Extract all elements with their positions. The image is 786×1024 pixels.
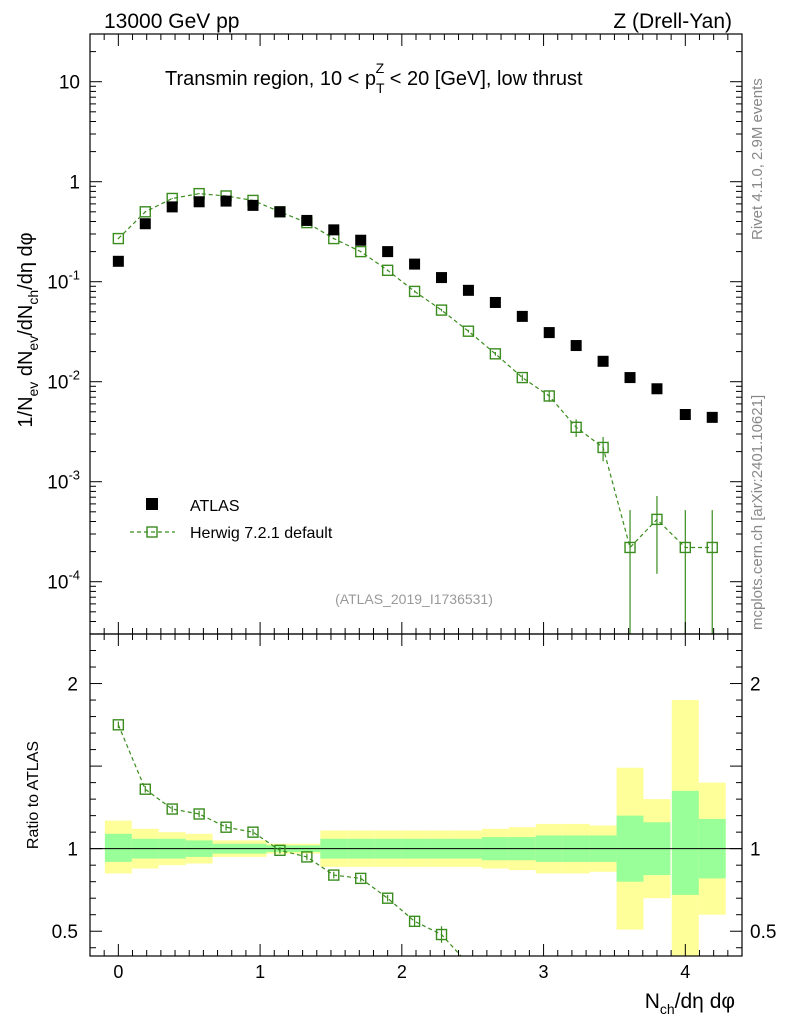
legend-herwig-label: Herwig 7.2.1 default bbox=[190, 525, 333, 542]
atlas-point bbox=[355, 234, 367, 246]
ratio-y-label: Ratio to ATLAS bbox=[25, 741, 42, 849]
herwig-point bbox=[651, 513, 663, 526]
herwig-point bbox=[624, 541, 636, 554]
ratio-herwig-point bbox=[247, 826, 259, 838]
ratio-tick-label-right: 2 bbox=[750, 675, 761, 696]
herwig-point bbox=[139, 206, 151, 218]
title-part-2: < 20 [GeV], low thrust bbox=[384, 68, 583, 90]
title-part-1: Transmin region, 10 < p bbox=[165, 68, 376, 90]
ratio-stat-band bbox=[671, 790, 699, 895]
atlas-point bbox=[489, 296, 501, 308]
y-axis-label: 1/Nev dNev/dNch/dη dφ bbox=[15, 232, 41, 427]
ratio-herwig-point bbox=[166, 803, 178, 815]
main-data-group bbox=[112, 187, 718, 634]
atlas-point bbox=[247, 199, 259, 211]
ratio-tick-label-right: 1 bbox=[750, 840, 761, 861]
x-tick-label: 3 bbox=[539, 962, 549, 982]
x-tick-label: 2 bbox=[397, 962, 407, 982]
main-frame bbox=[89, 33, 743, 635]
legend-herwig-marker bbox=[146, 526, 158, 538]
ratio-herwig-point bbox=[408, 915, 421, 928]
legend: ATLAS Herwig 7.2.1 default bbox=[130, 498, 333, 542]
herwig-point bbox=[408, 285, 421, 298]
ratio-stat-band bbox=[104, 833, 132, 862]
plot-title: Transmin region, 10 < pTZ < 20 [GeV], lo… bbox=[165, 60, 583, 96]
ratio-herwig-point bbox=[220, 821, 232, 833]
x-tick-label: 4 bbox=[680, 962, 690, 982]
atlas-point bbox=[462, 284, 474, 296]
mcplots-label: mcplots.cern.ch [arXiv:2401.10621] bbox=[749, 395, 766, 630]
atlas-point bbox=[139, 218, 151, 230]
ratio-herwig-point bbox=[355, 872, 367, 885]
herwig-point bbox=[679, 541, 692, 554]
ratio-herwig-point bbox=[301, 851, 313, 863]
y-tick-label: 10-1 bbox=[47, 268, 80, 294]
ratio-frame bbox=[89, 633, 743, 957]
header-left: 13000 GeV pp bbox=[104, 10, 239, 33]
herwig-point bbox=[543, 390, 555, 402]
herwig-line bbox=[117, 193, 713, 549]
atlas-point bbox=[193, 196, 205, 208]
x-tick-label: 0 bbox=[113, 962, 123, 982]
atlas-point bbox=[706, 411, 718, 423]
ratio-herwig-point bbox=[328, 869, 340, 881]
atlas-point bbox=[166, 201, 178, 213]
ratio-herwig-point bbox=[381, 892, 394, 904]
ratio-herwig-point bbox=[435, 928, 448, 941]
title-sup-z: Z bbox=[376, 60, 385, 76]
ratio-tick-label-left: 2 bbox=[67, 675, 78, 696]
herwig-point bbox=[489, 348, 502, 360]
y-tick-label: 10-3 bbox=[47, 468, 80, 494]
ratio-herwig-point bbox=[193, 808, 205, 820]
rivet-label: Rivet 4.1.0, 2.9M events bbox=[749, 78, 766, 240]
y-tick-label: 10-4 bbox=[47, 568, 80, 594]
ratio-tick-label-right: 0.5 bbox=[750, 922, 776, 943]
atlas-point bbox=[651, 383, 663, 395]
atlas-point bbox=[328, 224, 340, 236]
y-tick-label: 10-2 bbox=[47, 368, 80, 394]
header-right: Z (Drell-Yan) bbox=[613, 10, 732, 33]
herwig-point bbox=[381, 264, 394, 277]
atlas-point bbox=[274, 206, 286, 218]
ratio-herwig-point bbox=[112, 719, 125, 731]
atlas-point bbox=[409, 258, 421, 270]
atlas-point bbox=[382, 246, 394, 258]
ratio-panel: 0 1 2 3 4 0.5 0.5 1 1 2 2 bbox=[52, 633, 776, 982]
atlas-point bbox=[543, 327, 555, 339]
atlas-point bbox=[436, 272, 448, 284]
herwig-point bbox=[462, 325, 475, 337]
herwig-point bbox=[597, 441, 609, 454]
herwig-point bbox=[516, 371, 529, 384]
main-panel: 10-4 10-3 10-2 10-1 1 10 bbox=[47, 33, 743, 635]
legend-atlas-label: ATLAS bbox=[190, 498, 240, 515]
atlas-point bbox=[679, 409, 691, 421]
title-sub-t: T bbox=[376, 80, 385, 96]
analysis-tag: (ATLAS_2019_I1736531) bbox=[335, 591, 493, 607]
herwig-point bbox=[570, 421, 582, 434]
ratio-tick-label-left: 1 bbox=[67, 840, 78, 861]
legend-atlas-marker bbox=[146, 498, 158, 510]
herwig-point bbox=[355, 245, 367, 258]
herwig-point bbox=[112, 232, 125, 245]
y-tick-label: 1 bbox=[69, 173, 80, 194]
x-axis-label: Nch/dη dφ bbox=[645, 990, 735, 1017]
atlas-point bbox=[624, 372, 636, 384]
y-tick-label: 10 bbox=[59, 73, 80, 94]
atlas-point bbox=[301, 214, 313, 226]
atlas-point bbox=[516, 310, 528, 322]
herwig-point bbox=[435, 304, 448, 316]
ratio-herwig-group bbox=[112, 719, 462, 956]
herwig-point bbox=[706, 541, 718, 554]
ratio-herwig-point bbox=[274, 844, 286, 857]
ratio-tick-label-left: 0.5 bbox=[52, 922, 78, 943]
ratio-herwig-point bbox=[139, 783, 151, 795]
atlas-point bbox=[597, 355, 609, 367]
atlas-point bbox=[220, 195, 232, 207]
atlas-point bbox=[112, 255, 124, 267]
atlas-point bbox=[570, 340, 582, 352]
x-tick-label: 1 bbox=[255, 962, 265, 982]
